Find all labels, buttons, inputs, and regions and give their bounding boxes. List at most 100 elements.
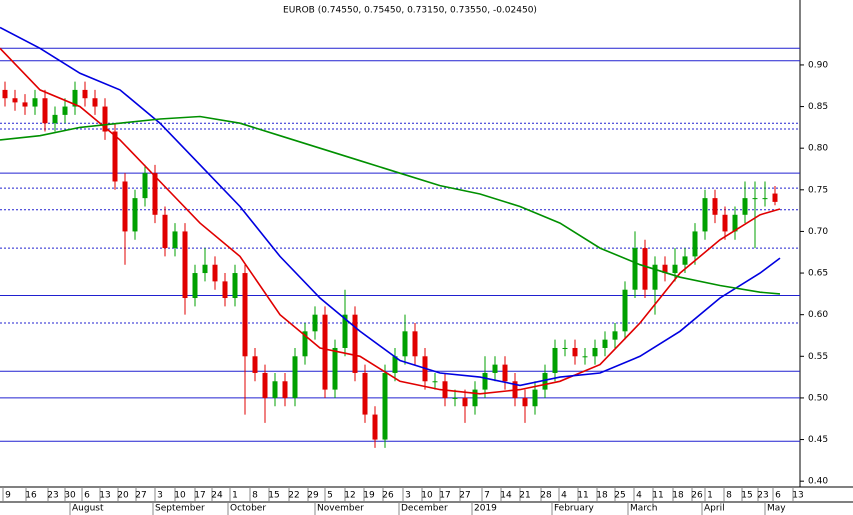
x-tick-label: 13 bbox=[792, 491, 803, 501]
candle-body bbox=[72, 89, 78, 107]
candle-body bbox=[732, 214, 738, 232]
month-label: October bbox=[230, 504, 266, 514]
candle-body bbox=[702, 198, 708, 232]
x-tick-label: 23 bbox=[47, 491, 58, 501]
month-label: 2019 bbox=[474, 504, 497, 514]
moving-average-line bbox=[0, 47, 781, 395]
candle-body bbox=[142, 173, 148, 199]
candle-body bbox=[102, 106, 108, 132]
y-tick-label: 0.60 bbox=[808, 310, 828, 320]
candle-body bbox=[652, 264, 658, 290]
candle-body bbox=[382, 372, 388, 440]
candle-body bbox=[582, 356, 588, 358]
x-tick-label: 15 bbox=[268, 491, 279, 501]
candle-body bbox=[722, 214, 728, 232]
candle-body bbox=[82, 89, 88, 99]
y-tick-label: 0.75 bbox=[808, 185, 828, 195]
candle-body bbox=[332, 347, 338, 390]
month-label: August bbox=[72, 504, 104, 514]
moving-average-line bbox=[0, 115, 781, 295]
x-tick-label: 30 bbox=[64, 491, 76, 501]
candle-body bbox=[432, 381, 438, 383]
y-tick-label: 0.55 bbox=[808, 352, 828, 362]
candle-body bbox=[482, 372, 488, 390]
candle-body bbox=[352, 314, 358, 373]
x-tick-label: 11 bbox=[577, 491, 588, 501]
x-tick-label: 6 bbox=[775, 491, 781, 501]
candle-body bbox=[182, 231, 188, 299]
y-tick-label: 0.85 bbox=[808, 102, 828, 112]
candle-body bbox=[392, 356, 398, 373]
x-tick-label: 4 bbox=[636, 491, 642, 501]
month-label: March bbox=[630, 504, 657, 514]
x-tick-label: 12 bbox=[344, 491, 355, 501]
candle-body bbox=[742, 198, 748, 215]
x-tick-label: 6 bbox=[84, 491, 90, 501]
x-tick-label: 1 bbox=[707, 491, 713, 501]
x-tick-label: 23 bbox=[757, 491, 768, 501]
candle-body bbox=[32, 98, 38, 107]
x-tick-label: 8 bbox=[726, 491, 732, 501]
x-tick-label: 16 bbox=[25, 491, 37, 501]
x-tick-label: 13 bbox=[99, 491, 110, 501]
candle-body bbox=[452, 397, 458, 399]
candle-body bbox=[262, 372, 268, 398]
candle-body bbox=[612, 331, 618, 340]
y-tick-label: 0.65 bbox=[808, 269, 828, 279]
candle-body bbox=[62, 106, 68, 115]
x-tick-label: 21 bbox=[519, 491, 530, 501]
candle-body bbox=[202, 264, 208, 274]
x-tick-label: 15 bbox=[741, 491, 752, 501]
candle-body bbox=[522, 397, 528, 407]
candle-body bbox=[242, 273, 248, 357]
y-tick-label: 0.80 bbox=[808, 144, 828, 154]
candle-body bbox=[562, 347, 568, 349]
candle-body bbox=[502, 364, 508, 382]
month-label: September bbox=[155, 504, 205, 514]
y-tick-label: 0.90 bbox=[808, 60, 828, 70]
candle-body bbox=[122, 181, 128, 232]
y-tick-label: 0.40 bbox=[808, 477, 828, 487]
x-tick-label: 19 bbox=[363, 491, 375, 501]
chart-title: EUROB (0.74550, 0.75450, 0.73150, 0.7355… bbox=[283, 6, 537, 16]
candle-body bbox=[312, 314, 318, 332]
candle-body bbox=[572, 347, 578, 357]
month-label: April bbox=[704, 504, 725, 514]
x-tick-label: 5 bbox=[327, 491, 333, 501]
candle-body bbox=[602, 339, 608, 348]
candle-body bbox=[252, 356, 258, 373]
x-tick-label: 3 bbox=[157, 491, 163, 501]
x-tick-label: 14 bbox=[500, 491, 512, 501]
candle-body bbox=[672, 264, 678, 274]
candle-body bbox=[462, 397, 468, 407]
moving-average-line bbox=[0, 26, 781, 387]
candle-body bbox=[162, 214, 168, 249]
candle-body bbox=[172, 231, 178, 249]
x-tick-label: 24 bbox=[211, 491, 223, 501]
candle-body bbox=[402, 331, 408, 357]
candle-body bbox=[632, 248, 638, 290]
candle-body bbox=[52, 114, 58, 124]
candle-body bbox=[282, 381, 288, 398]
candle-body bbox=[222, 281, 228, 299]
candle-body bbox=[322, 314, 328, 390]
month-label: November bbox=[317, 504, 364, 514]
candle-body bbox=[302, 331, 308, 357]
month-label: May bbox=[767, 504, 786, 514]
x-tick-label: 3 bbox=[405, 491, 411, 501]
candle-body bbox=[692, 231, 698, 257]
candle-body bbox=[22, 102, 28, 107]
candle-body bbox=[542, 372, 548, 390]
y-tick-label: 0.45 bbox=[808, 435, 828, 445]
x-tick-label: 18 bbox=[596, 491, 608, 501]
x-tick-label: 26 bbox=[382, 491, 394, 501]
x-tick-label: 28 bbox=[540, 491, 552, 501]
y-tick-label: 0.70 bbox=[808, 227, 828, 237]
candle-body bbox=[472, 389, 478, 407]
x-tick-label: 11 bbox=[652, 491, 663, 501]
candle-body bbox=[232, 273, 238, 299]
candle-body bbox=[112, 131, 118, 182]
x-tick-label: 8 bbox=[252, 491, 258, 501]
